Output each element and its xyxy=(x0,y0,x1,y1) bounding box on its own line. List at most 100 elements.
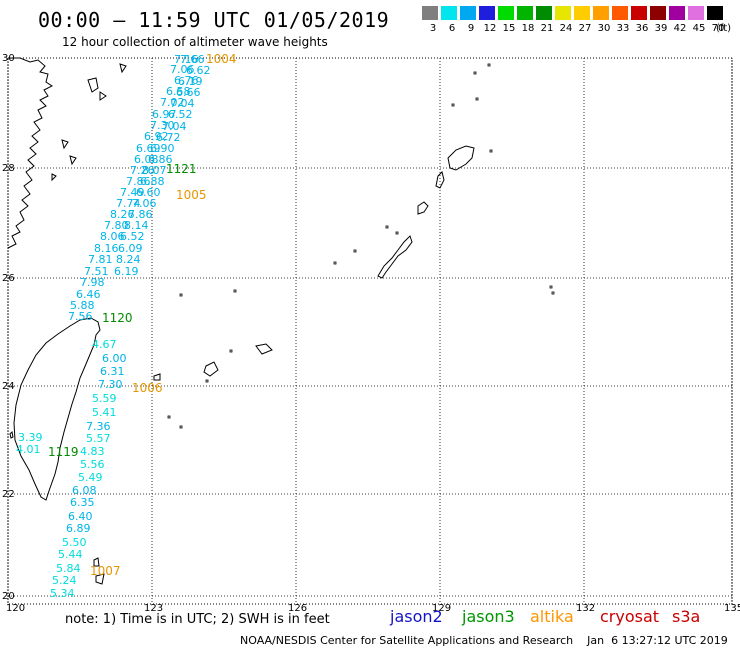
legend-item-altika: altika xyxy=(530,607,574,626)
wave-height-value: 5.88 xyxy=(70,299,95,312)
pass-time-labels: 1004 1121 1005 1120 1006 1119 1007 xyxy=(48,52,237,578)
islet-marker xyxy=(179,425,183,429)
footer-note: note: 1) Time is in UTC; 2) SWH is in fe… xyxy=(65,612,330,627)
wave-height-value: 6.31 xyxy=(100,365,125,378)
amami-island xyxy=(417,201,429,215)
legend-item-s3a: s3a xyxy=(672,607,701,626)
wave-height-value: 6.40 xyxy=(68,510,93,523)
wave-height-value: 6.62 xyxy=(186,64,211,77)
wave-height-value: 6.46 xyxy=(76,288,101,301)
wave-height-value: 7.02 xyxy=(160,96,185,109)
wave-height-value: 5.84 xyxy=(56,562,81,575)
wave-height-value: 7.49 xyxy=(120,186,145,199)
wave-height-value: 7.86 xyxy=(128,208,153,221)
longitude-tick-label: 135 xyxy=(724,603,740,614)
color-scale-label: 15 xyxy=(502,23,516,34)
color-swatch xyxy=(479,6,495,20)
wave-height-value: 6.58 xyxy=(166,85,191,98)
wave-height-value: 7.66 xyxy=(180,53,205,66)
color-scale-label: 70 xyxy=(711,23,725,34)
pass-time-label: 1119 xyxy=(48,445,79,459)
legend-item-jason2: jason2 xyxy=(390,607,443,626)
islet-marker xyxy=(395,231,399,235)
wave-height-value: 6.72 xyxy=(156,131,181,144)
wave-height-value: 6.76 xyxy=(174,74,199,87)
islet-marker xyxy=(385,225,389,229)
yonaguni-island xyxy=(153,373,161,381)
islet-marker xyxy=(179,293,183,297)
color-scale-label: 21 xyxy=(540,23,554,34)
map-subtitle: 12 hour collection of altimeter wave hei… xyxy=(62,35,328,49)
color-scale-label: 6 xyxy=(448,23,456,34)
color-scale-label: 12 xyxy=(483,23,497,34)
color-scale-label: 18 xyxy=(521,23,535,34)
wave-height-value: 7.26 xyxy=(130,164,155,177)
wave-height-value: 7.04 xyxy=(170,97,195,110)
color-swatch xyxy=(688,6,704,20)
wave-height-value: 7.56 xyxy=(68,310,93,323)
wave-height-labels: 7.167.667.066.626.766.196.586.667.027.04… xyxy=(16,53,211,600)
wave-height-value: 7.81 xyxy=(88,253,113,266)
kyushu-south-island xyxy=(447,145,475,171)
wave-height-value: 5.49 xyxy=(78,471,103,484)
islet-marker xyxy=(205,379,209,383)
wave-height-value: 6.90 xyxy=(150,142,175,155)
color-scale-label: 36 xyxy=(635,23,649,34)
color-swatch xyxy=(555,6,571,20)
tanegashima-island xyxy=(435,171,445,189)
legend-item-cryosat: cryosat xyxy=(600,607,660,626)
color-scale-label: 33 xyxy=(616,23,630,34)
wave-height-value: 5.34 xyxy=(50,587,75,600)
wave-height-value: 8.24 xyxy=(116,253,141,266)
wave-height-value: 7.30 xyxy=(150,119,175,132)
wave-height-value: 5.57 xyxy=(86,432,111,445)
okinawa-island xyxy=(377,235,413,279)
wave-height-value: 6.00 xyxy=(102,352,127,365)
latitude-tick-label: 24 xyxy=(2,381,15,392)
wave-height-value: 7.16 xyxy=(174,53,199,66)
wave-height-value: 6.60 xyxy=(136,186,161,199)
map-title: 00:00 – 11:59 UTC 01/05/2019 xyxy=(38,8,390,32)
map-frame xyxy=(7,57,733,605)
wave-height-value: 6.97 xyxy=(152,108,177,121)
wave-height-value: 5.41 xyxy=(92,406,117,419)
wave-height-value: 7.06 xyxy=(132,197,157,210)
latitude-tick-label: 22 xyxy=(2,489,15,500)
wave-height-value: 5.24 xyxy=(52,574,77,587)
color-scale-unit: (ft) xyxy=(716,23,732,34)
wave-height-value: 5.50 xyxy=(62,536,87,549)
pass-time-label: 1004 xyxy=(206,52,237,66)
latitude-tick-label: 28 xyxy=(2,163,15,174)
color-scale-label: 9 xyxy=(467,23,475,34)
legend-item-jason3: jason3 xyxy=(462,607,515,626)
pass-time-label: 1006 xyxy=(132,381,163,395)
wave-height-value: 4.01 xyxy=(16,443,41,456)
pass-time-label: 1121 xyxy=(166,162,197,176)
color-swatch xyxy=(441,6,457,20)
ishigaki-island xyxy=(203,361,219,377)
islet-marker xyxy=(451,103,455,107)
latitude-tick-label: 26 xyxy=(2,273,15,284)
china-coastline xyxy=(7,57,53,249)
wave-height-value: 6.86 xyxy=(148,153,173,166)
color-swatch xyxy=(631,6,647,20)
wave-height-value: 7.86 xyxy=(126,175,151,188)
coastal-islands xyxy=(51,63,127,182)
longitude-tick-label: 126 xyxy=(288,603,307,614)
wave-height-value: 8.06 xyxy=(100,230,125,243)
color-scale-label: 45 xyxy=(692,23,706,34)
wave-height-value: 3.39 xyxy=(18,431,43,444)
small-islets xyxy=(167,63,555,429)
penghu-island xyxy=(9,430,14,439)
color-swatch xyxy=(536,6,552,20)
wave-height-value: 8.14 xyxy=(124,219,149,232)
wave-height-value: 6.09 xyxy=(118,242,143,255)
wave-height-value: 8.16 xyxy=(94,242,119,255)
wave-height-value: 7.98 xyxy=(80,276,105,289)
islet-marker xyxy=(229,349,233,353)
pass-time-label: 1005 xyxy=(176,188,207,202)
islet-marker xyxy=(473,71,477,75)
wave-height-value: 5.56 xyxy=(80,458,105,471)
miyako-island xyxy=(255,343,273,355)
